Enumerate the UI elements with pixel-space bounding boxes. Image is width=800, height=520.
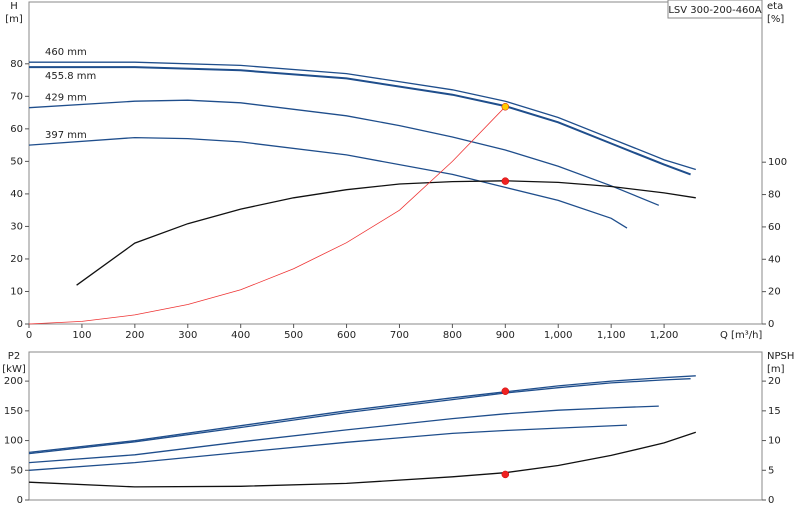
y-tick-label: 10 xyxy=(10,286,23,297)
y-tick-label: 100 xyxy=(4,436,23,447)
curve xyxy=(28,136,628,229)
x-tick-label: 900 xyxy=(496,330,515,341)
x-axis-label: Q [m³/h] xyxy=(720,330,762,341)
curve-label: 460 mm xyxy=(45,47,87,58)
y2-axis-unit: [%] xyxy=(767,14,784,25)
y2-tick-label: 10 xyxy=(768,436,781,447)
y-tick-label: 50 xyxy=(10,465,23,476)
y2-tick-label: 0 xyxy=(768,495,774,506)
y2-tick-label: 80 xyxy=(768,190,781,201)
y2-tick-label: 15 xyxy=(768,406,781,417)
curve xyxy=(28,378,691,455)
curve xyxy=(29,61,696,171)
operating-point xyxy=(501,470,510,479)
y-axis-label: P2 xyxy=(8,351,20,362)
plot-frame xyxy=(28,1,763,325)
y-axis-label: H xyxy=(10,1,18,12)
x-tick-label: 500 xyxy=(284,330,303,341)
curve xyxy=(28,424,628,471)
y-axis-unit: [kW] xyxy=(2,364,26,375)
x-tick-label: 600 xyxy=(337,330,356,341)
y-tick-label: 0 xyxy=(17,319,23,330)
operating-point xyxy=(501,177,510,185)
x-tick-label: 0 xyxy=(26,330,32,341)
x-tick-label: 200 xyxy=(125,330,144,341)
y-axis-unit: [m] xyxy=(5,14,23,25)
curve xyxy=(28,375,696,454)
x-tick-label: 400 xyxy=(231,330,250,341)
x-tick-label: 800 xyxy=(443,330,462,341)
operating-point xyxy=(501,387,510,395)
chart-title: LSV 300-200-460A xyxy=(668,5,761,16)
y-tick-label: 0 xyxy=(17,495,23,506)
y2-tick-label: 40 xyxy=(768,254,781,265)
y-tick-label: 200 xyxy=(4,376,23,387)
y2-tick-label: 20 xyxy=(768,287,781,298)
curve xyxy=(28,106,506,325)
curve xyxy=(29,66,691,176)
x-tick-label: 1,200 xyxy=(650,330,679,341)
curve-label: 429 mm xyxy=(45,93,87,104)
y-tick-label: 60 xyxy=(10,124,23,135)
y2-axis-unit: [m] xyxy=(767,364,785,375)
y-tick-label: 70 xyxy=(10,91,23,102)
y-tick-label: 80 xyxy=(10,59,23,70)
curve xyxy=(28,405,659,464)
y-tick-label: 30 xyxy=(10,221,23,232)
operating-point xyxy=(501,102,510,111)
y-tick-label: 150 xyxy=(4,406,23,417)
y-tick-label: 40 xyxy=(10,189,23,200)
y2-tick-label: 0 xyxy=(768,319,774,330)
x-tick-label: 1,000 xyxy=(544,330,573,341)
x-tick-label: 700 xyxy=(390,330,409,341)
y2-axis-label: NPSH xyxy=(767,351,794,362)
y2-tick-label: 5 xyxy=(768,465,774,476)
curve xyxy=(76,180,696,286)
curve xyxy=(28,431,697,488)
y2-tick-label: 60 xyxy=(768,222,781,233)
x-tick-label: 100 xyxy=(72,330,91,341)
y2-tick-label: 100 xyxy=(768,157,787,168)
curve xyxy=(28,99,660,206)
y-tick-label: 50 xyxy=(10,156,23,167)
x-tick-label: 1,100 xyxy=(597,330,626,341)
y-tick-label: 20 xyxy=(10,254,23,265)
title-box xyxy=(667,0,763,19)
y2-axis-label: eta xyxy=(767,1,783,12)
plot-frame xyxy=(28,351,763,501)
curve-label: 455.8 mm xyxy=(45,71,96,82)
y2-tick-label: 20 xyxy=(768,376,781,387)
curve-label: 397 mm xyxy=(45,130,87,141)
x-tick-label: 300 xyxy=(178,330,197,341)
